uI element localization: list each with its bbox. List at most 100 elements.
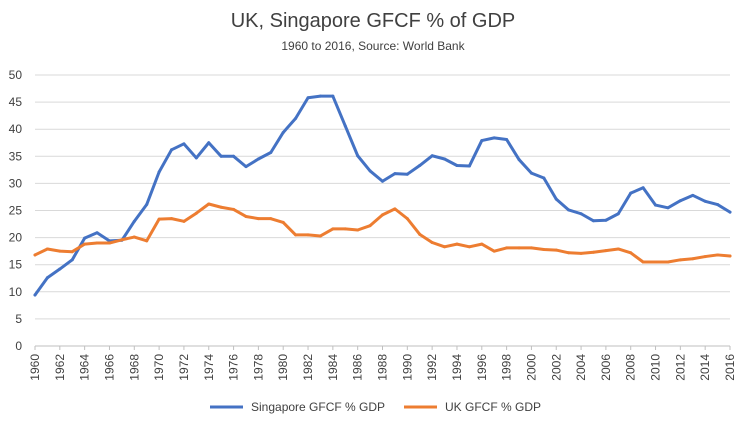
data-point-singapore xyxy=(492,136,496,140)
x-tick-label: 1964 xyxy=(78,354,92,381)
data-point-singapore xyxy=(579,212,583,216)
data-point-uk xyxy=(331,227,335,231)
y-tick-label: 10 xyxy=(9,285,23,299)
data-point-uk xyxy=(492,249,496,253)
x-tick-label: 2010 xyxy=(649,354,663,381)
data-point-singapore xyxy=(381,179,384,183)
data-point-uk xyxy=(207,202,211,206)
data-point-singapore xyxy=(145,203,149,207)
data-point-singapore xyxy=(554,197,558,201)
data-point-singapore xyxy=(194,156,198,160)
legend-label-uk: UK GFCF % GDP xyxy=(445,400,541,414)
data-point-uk xyxy=(107,241,111,245)
x-axis: 1960 1962 1964 1966 1968 1970 1972 1974 1976 1978… xyxy=(28,346,737,381)
chart-subtitle: 1960 to 2016, Source: World Bank xyxy=(281,39,465,53)
data-point-uk xyxy=(256,217,260,221)
data-point-singapore xyxy=(33,293,37,297)
data-point-singapore xyxy=(467,164,471,168)
x-tick-label: 1988 xyxy=(376,354,390,381)
data-point-singapore xyxy=(517,158,521,162)
data-point-uk xyxy=(542,248,546,252)
data-point-uk xyxy=(269,217,273,221)
data-point-uk xyxy=(455,242,459,246)
data-point-singapore xyxy=(405,172,409,176)
data-point-uk xyxy=(219,205,223,209)
y-tick-label: 15 xyxy=(9,258,23,272)
data-point-uk xyxy=(381,213,384,217)
data-point-uk xyxy=(170,217,174,221)
data-point-singapore xyxy=(256,157,260,161)
x-tick-label: 1984 xyxy=(326,354,340,381)
data-point-singapore xyxy=(567,208,571,212)
data-point-singapore xyxy=(132,219,136,223)
data-point-uk xyxy=(157,217,161,221)
x-tick-label: 1994 xyxy=(450,354,464,381)
x-tick-label: 2004 xyxy=(574,354,588,381)
data-point-singapore xyxy=(306,96,310,100)
data-point-uk xyxy=(654,260,658,264)
y-tick-label: 0 xyxy=(15,339,22,353)
data-point-uk xyxy=(232,207,236,211)
data-point-singapore xyxy=(616,212,620,216)
y-tick-label: 25 xyxy=(9,204,23,218)
data-point-uk xyxy=(343,227,347,231)
x-tick-label: 1972 xyxy=(177,354,191,381)
y-axis: 0 5 10 15 20 25 30 35 40 45 50 xyxy=(9,68,23,353)
x-tick-label: 1986 xyxy=(351,354,365,381)
data-point-uk xyxy=(678,258,682,262)
chart-title: UK, Singapore GFCF % of GDP xyxy=(231,10,516,32)
data-point-singapore xyxy=(58,267,62,271)
data-point-uk xyxy=(405,217,409,221)
data-point-uk xyxy=(517,246,521,250)
data-point-uk xyxy=(728,254,732,258)
data-point-singapore xyxy=(666,206,670,210)
data-point-uk xyxy=(244,214,248,218)
x-tick-label: 1996 xyxy=(475,354,489,381)
data-point-singapore xyxy=(703,199,707,203)
x-tick-label: 1962 xyxy=(53,354,67,381)
data-point-uk xyxy=(467,245,471,249)
data-point-singapore xyxy=(244,165,248,169)
data-point-uk xyxy=(418,232,422,236)
data-point-uk xyxy=(45,247,49,251)
x-tick-label: 1992 xyxy=(425,354,439,381)
data-point-singapore xyxy=(455,164,459,168)
data-point-singapore xyxy=(716,203,720,207)
data-point-singapore xyxy=(207,141,211,145)
data-point-singapore xyxy=(368,169,372,173)
data-point-singapore xyxy=(157,170,161,174)
data-point-uk xyxy=(604,249,608,253)
data-point-uk xyxy=(616,247,620,251)
data-point-uk xyxy=(591,250,595,254)
data-point-singapore xyxy=(318,94,322,98)
x-tick-label: 1968 xyxy=(127,354,141,381)
data-point-singapore xyxy=(356,154,360,158)
data-point-singapore xyxy=(294,116,298,120)
data-point-uk xyxy=(443,245,447,249)
data-point-uk xyxy=(703,255,707,259)
data-point-singapore xyxy=(219,154,223,158)
x-tick-label: 1974 xyxy=(202,354,216,381)
legend: Singapore GFCF % GDP UK GFCF % GDP xyxy=(210,400,541,414)
data-point-uk xyxy=(529,246,533,250)
data-point-uk xyxy=(306,233,310,237)
data-point-uk xyxy=(579,251,583,255)
x-tick-label: 1982 xyxy=(301,354,315,381)
grid-lines xyxy=(35,74,730,347)
data-point-singapore xyxy=(542,176,546,180)
data-point-uk xyxy=(33,253,37,257)
data-point-singapore xyxy=(393,172,397,176)
y-tick-label: 40 xyxy=(9,122,23,136)
data-point-uk xyxy=(554,248,558,252)
data-point-singapore xyxy=(678,199,682,203)
data-point-singapore xyxy=(691,193,695,197)
data-point-uk xyxy=(691,257,695,261)
data-point-singapore xyxy=(232,154,236,158)
data-point-uk xyxy=(666,260,670,264)
data-point-singapore xyxy=(83,236,87,240)
x-tick-label: 1978 xyxy=(251,354,265,381)
data-point-singapore xyxy=(505,138,509,141)
data-point-singapore xyxy=(418,164,422,168)
x-tick-label: 2016 xyxy=(723,354,737,381)
data-point-singapore xyxy=(182,142,186,146)
